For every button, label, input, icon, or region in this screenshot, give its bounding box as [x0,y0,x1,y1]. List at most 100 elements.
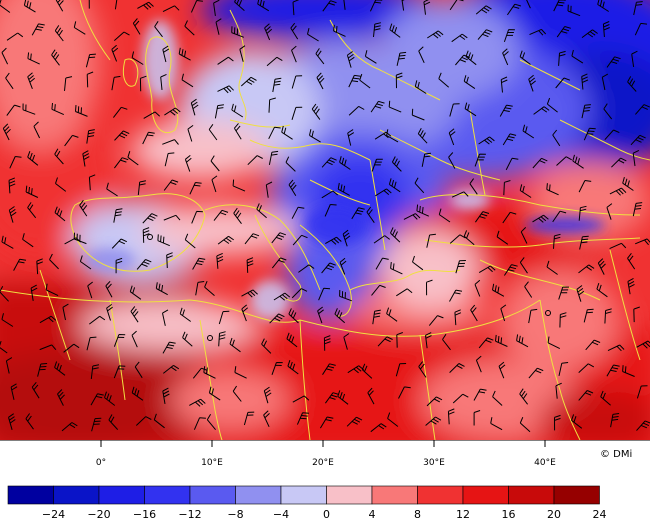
wind-barb [532,214,549,223]
wind-barb [546,183,559,196]
wind-barb [111,44,119,62]
wind-barb [351,207,365,220]
wind-barb [632,149,640,167]
wind-barb [82,150,90,167]
wind-barb [346,416,363,427]
wind-barb [166,252,173,269]
wind-barb [256,203,267,219]
wind-barb [5,357,13,374]
wind-barb [635,104,650,115]
wind-barb [54,361,66,376]
wind-barb [578,390,594,401]
wind-barb [36,258,43,275]
colorbar-swatch [7,485,54,505]
wind-barb [1,313,14,327]
wind-barb [502,133,517,146]
wind-barb [390,227,401,243]
wind-barb [448,152,456,169]
colorbar-label: 16 [502,508,516,521]
wind-barb [232,385,242,402]
wind-barb [622,365,635,377]
wind-barb [532,157,548,169]
wind-barb [528,308,538,324]
colorbar-label: −4 [273,508,289,521]
wind-barb [8,177,16,194]
wind-barb [192,257,206,270]
wind-barb [104,391,116,406]
wind-barb [241,289,258,298]
wind-barb [263,410,270,428]
wind-barb [51,49,60,66]
wind-barb [86,129,95,144]
colorbar-swatch [98,485,145,505]
wind-barb [571,49,584,64]
wind-barb [322,0,337,12]
wind-barb [414,80,427,94]
wind-barb [142,131,155,145]
wind-barb [579,235,589,250]
wind-barb [634,22,648,36]
wind-barb [89,315,106,325]
wind-barb [465,50,477,66]
wind-barb [364,50,377,64]
wind-barb [503,180,511,196]
colorbar-swatch [189,485,236,505]
wind-barb [475,5,492,15]
wind-barb [502,48,509,66]
wind-barb [396,288,413,297]
wind-barb [208,386,221,401]
colorbar-swatch [508,485,555,505]
wind-barb [25,185,39,198]
wind-barb [496,230,509,245]
wind-barb [8,206,17,223]
wind-barb [417,127,428,144]
wind-barb [469,178,478,195]
wind-barb [25,413,34,430]
wind-barb [233,207,242,224]
wind-barb [449,289,463,302]
wind-barb [449,103,460,117]
temperature-map [0,0,650,440]
wind-barb [388,178,401,193]
wind-barb [449,363,465,373]
wind-barb [319,416,334,429]
wind-barb [396,332,403,348]
wind-barb [213,209,229,221]
wind-barb [55,177,67,192]
wind-barb [339,289,352,302]
wind-barb [470,304,478,322]
wind-barb [428,315,444,326]
wind-barb [633,1,643,16]
wind-barb [337,182,350,196]
wind-barb [288,179,297,197]
wind-barb [597,0,609,12]
wind-barb [155,282,168,296]
wind-barb [164,107,181,116]
wind-barb [113,31,130,41]
wind-barb [375,188,392,197]
wind-barb [555,77,571,89]
wind-barb [90,393,104,406]
colorbar-label: −8 [227,508,243,521]
wind-barb [451,191,469,198]
wind-barb [438,72,450,88]
wind-barb [636,385,648,399]
wind-barb [241,304,249,322]
wind-barb [108,414,119,430]
wind-barb [395,72,403,89]
wind-barb [426,279,433,296]
temperature-colorbar: −24 −20 −16 −12 −8 −4 0 4 8 12 16 20 24 [7,485,607,521]
wind-barb [500,76,508,93]
wind-barb [268,126,281,140]
wind-barb [45,283,59,297]
colorbar-label: −24 [42,508,65,521]
wind-barb [217,56,234,65]
wind-barb [88,0,90,9]
wind-barb [478,136,495,145]
wind-barb [85,53,96,68]
wind-barb [631,50,638,67]
wind-barb [583,308,594,323]
wind-barb [88,174,96,191]
wind-barb [438,208,451,223]
wind-barb [243,411,255,426]
